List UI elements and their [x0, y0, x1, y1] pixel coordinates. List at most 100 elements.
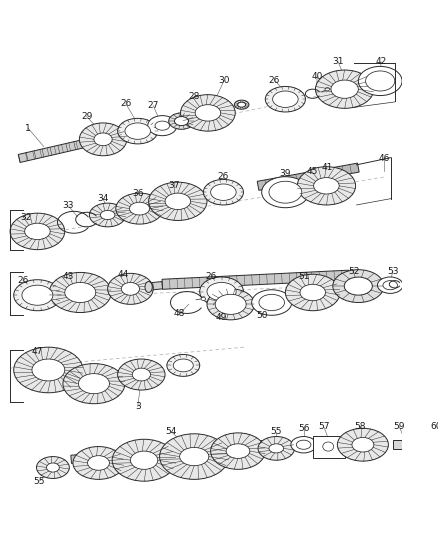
- Ellipse shape: [211, 184, 236, 200]
- Ellipse shape: [325, 87, 330, 91]
- Text: 45: 45: [307, 167, 318, 176]
- Text: 50: 50: [256, 311, 268, 320]
- Text: 29: 29: [81, 112, 92, 121]
- Ellipse shape: [10, 213, 65, 249]
- Text: 54: 54: [166, 427, 177, 437]
- Text: 26: 26: [120, 99, 131, 108]
- Text: 47: 47: [32, 347, 43, 356]
- Ellipse shape: [116, 193, 163, 224]
- Ellipse shape: [112, 439, 176, 481]
- Ellipse shape: [252, 290, 292, 316]
- Text: 48: 48: [174, 309, 185, 318]
- Ellipse shape: [32, 359, 65, 381]
- Polygon shape: [144, 281, 162, 290]
- Text: 55: 55: [33, 477, 45, 486]
- Ellipse shape: [427, 438, 438, 451]
- Ellipse shape: [297, 440, 311, 449]
- Text: 36: 36: [132, 189, 144, 198]
- Text: 28: 28: [188, 92, 200, 101]
- Text: 27: 27: [148, 101, 159, 110]
- Text: 26: 26: [205, 272, 216, 281]
- Text: 37: 37: [169, 181, 180, 190]
- Ellipse shape: [333, 270, 384, 303]
- Ellipse shape: [201, 297, 205, 301]
- Ellipse shape: [297, 167, 356, 205]
- Ellipse shape: [344, 277, 372, 295]
- Ellipse shape: [195, 104, 221, 121]
- Text: 44: 44: [117, 270, 129, 279]
- Text: 60: 60: [430, 422, 438, 431]
- Ellipse shape: [88, 456, 110, 470]
- Ellipse shape: [173, 359, 193, 372]
- Ellipse shape: [73, 447, 124, 479]
- Text: 58: 58: [354, 422, 366, 431]
- Text: 26: 26: [17, 276, 28, 285]
- Polygon shape: [162, 270, 350, 289]
- Ellipse shape: [89, 203, 126, 227]
- Ellipse shape: [269, 181, 302, 203]
- Ellipse shape: [118, 118, 158, 144]
- Ellipse shape: [366, 71, 395, 91]
- Ellipse shape: [261, 177, 309, 208]
- Ellipse shape: [125, 123, 151, 139]
- Ellipse shape: [25, 223, 50, 240]
- Ellipse shape: [46, 463, 59, 472]
- Text: 3: 3: [135, 402, 141, 411]
- Ellipse shape: [63, 364, 125, 403]
- Text: 33: 33: [63, 201, 74, 211]
- Ellipse shape: [159, 434, 229, 479]
- Text: 40: 40: [311, 72, 323, 81]
- Polygon shape: [18, 136, 99, 163]
- Text: 57: 57: [318, 422, 329, 431]
- Text: 39: 39: [279, 169, 291, 179]
- Ellipse shape: [207, 282, 236, 301]
- Text: 31: 31: [332, 58, 344, 66]
- Text: 51: 51: [298, 272, 309, 281]
- Text: 30: 30: [219, 76, 230, 85]
- Text: 52: 52: [348, 267, 360, 276]
- Ellipse shape: [259, 294, 284, 311]
- Ellipse shape: [352, 438, 374, 452]
- Ellipse shape: [265, 86, 305, 112]
- Polygon shape: [71, 439, 286, 463]
- Text: 53: 53: [387, 267, 399, 276]
- Ellipse shape: [132, 368, 151, 381]
- Ellipse shape: [180, 95, 235, 131]
- Text: 42: 42: [375, 58, 387, 66]
- Ellipse shape: [420, 434, 438, 456]
- Ellipse shape: [300, 284, 325, 301]
- Ellipse shape: [238, 102, 246, 107]
- Ellipse shape: [286, 274, 340, 311]
- Ellipse shape: [180, 448, 209, 466]
- Ellipse shape: [378, 277, 403, 293]
- Ellipse shape: [148, 116, 177, 136]
- Ellipse shape: [145, 281, 152, 293]
- Ellipse shape: [155, 121, 170, 130]
- Ellipse shape: [331, 80, 358, 98]
- FancyBboxPatch shape: [393, 440, 418, 449]
- Ellipse shape: [94, 133, 112, 146]
- Ellipse shape: [174, 117, 188, 126]
- Ellipse shape: [315, 70, 374, 108]
- Ellipse shape: [65, 282, 96, 303]
- Text: 1: 1: [25, 124, 31, 133]
- Ellipse shape: [226, 444, 250, 458]
- Ellipse shape: [211, 433, 265, 470]
- Ellipse shape: [203, 180, 244, 205]
- Ellipse shape: [269, 444, 283, 453]
- Ellipse shape: [167, 354, 200, 376]
- Ellipse shape: [207, 289, 254, 320]
- Ellipse shape: [358, 67, 402, 95]
- Ellipse shape: [234, 100, 249, 109]
- Ellipse shape: [49, 272, 111, 312]
- Ellipse shape: [121, 282, 140, 295]
- Ellipse shape: [200, 277, 244, 306]
- Ellipse shape: [22, 285, 53, 305]
- Text: 34: 34: [97, 194, 109, 203]
- Ellipse shape: [258, 437, 294, 460]
- Text: 46: 46: [378, 154, 389, 163]
- Ellipse shape: [169, 113, 194, 130]
- Ellipse shape: [323, 442, 334, 451]
- Ellipse shape: [79, 123, 127, 156]
- Text: 49: 49: [216, 312, 227, 321]
